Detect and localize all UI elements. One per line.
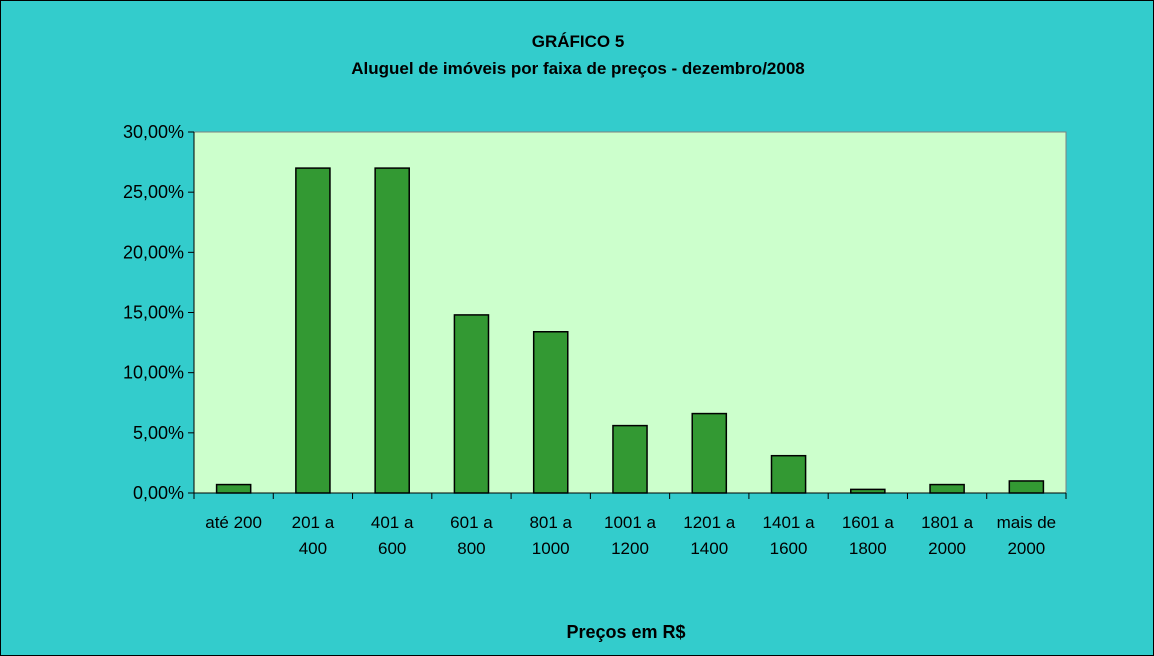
x-tick-label: 601 a 800 xyxy=(450,513,493,558)
bar xyxy=(374,167,410,494)
chart-title: GRÁFICO 5 xyxy=(532,32,625,51)
x-tick-label: mais de 2000 xyxy=(996,513,1057,558)
bar xyxy=(850,488,886,494)
bar xyxy=(691,412,728,494)
bar xyxy=(770,454,807,494)
x-tick-label: 401 a 600 xyxy=(370,513,414,558)
y-tick-label: 30,00% xyxy=(123,122,184,142)
x-tick-label: 1201 a 1400 xyxy=(683,513,736,558)
x-tick-label: 1401 a 1600 xyxy=(762,513,815,558)
y-tick-label: 0,00% xyxy=(133,483,184,503)
x-tick-label: 201 a 400 xyxy=(291,513,335,558)
bar xyxy=(215,483,252,494)
y-tick-label: 20,00% xyxy=(123,242,184,262)
chart-subtitle: Aluguel de imóveis por faixa de preços -… xyxy=(351,59,804,78)
bar xyxy=(1008,480,1045,494)
y-tick-label: 25,00% xyxy=(123,182,184,202)
x-tick-label: 1801 a 2000 xyxy=(921,513,974,558)
x-tick-label: 801 a 1000 xyxy=(529,513,572,558)
x-tick-label: até 200 xyxy=(205,513,262,532)
bar xyxy=(532,331,569,494)
y-tick-label: 5,00% xyxy=(133,423,184,443)
bar xyxy=(453,314,490,494)
x-axis-label: Preços em R$ xyxy=(566,622,685,642)
bar xyxy=(295,167,331,494)
bar xyxy=(612,424,648,494)
x-tick-label: 1601 a 1800 xyxy=(841,513,894,558)
bar xyxy=(929,483,965,494)
y-tick-label: 15,00% xyxy=(123,303,184,323)
y-tick-label: 10,00% xyxy=(123,363,184,383)
x-tick-label: 1001 a 1200 xyxy=(604,513,656,558)
